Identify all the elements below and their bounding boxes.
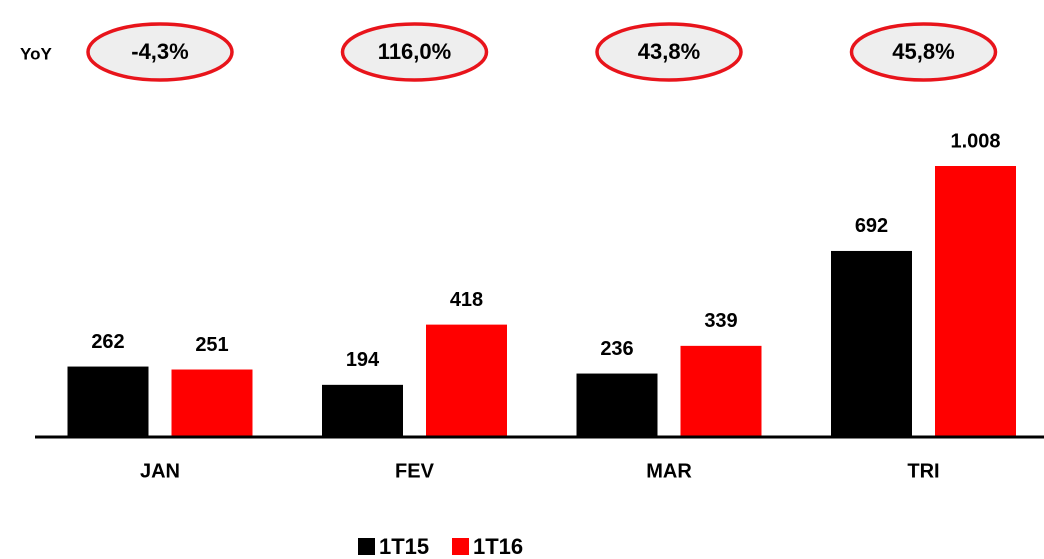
x-tick-label: FEV (395, 460, 435, 482)
value-label: 1.008 (950, 130, 1000, 152)
legend-label: 1T16 (473, 534, 523, 559)
yoy-ellipse (340, 22, 489, 82)
bar (322, 384, 403, 437)
yoy-label: YoY (20, 44, 52, 63)
yoy-ellipse (86, 22, 234, 82)
yoy-ellipse (595, 22, 743, 82)
legend-swatch (358, 538, 375, 555)
yoy-value: -4,3% (131, 39, 188, 64)
value-label: 418 (450, 289, 483, 311)
x-tick-label: JAN (140, 460, 180, 482)
yoy-ellipse (849, 22, 998, 82)
bar (831, 250, 912, 437)
bar (426, 324, 507, 437)
bar (576, 373, 658, 437)
legend-swatch (452, 538, 469, 555)
bar (67, 366, 149, 437)
bar (171, 369, 253, 437)
value-label: 692 (855, 215, 888, 237)
bar (680, 345, 762, 437)
value-label: 339 (704, 310, 737, 332)
yoy-value: 45,8% (892, 39, 954, 64)
bar (935, 166, 1016, 437)
legend-label: 1T15 (379, 534, 429, 559)
value-label: 194 (346, 349, 380, 371)
value-label: 236 (600, 338, 633, 360)
x-tick-label: MAR (646, 460, 692, 482)
yoy-value: 116,0% (378, 39, 451, 64)
yoy-value: 43,8% (638, 39, 700, 64)
value-label: 251 (195, 334, 228, 356)
x-tick-label: TRI (907, 460, 939, 482)
value-label: 262 (91, 331, 124, 353)
